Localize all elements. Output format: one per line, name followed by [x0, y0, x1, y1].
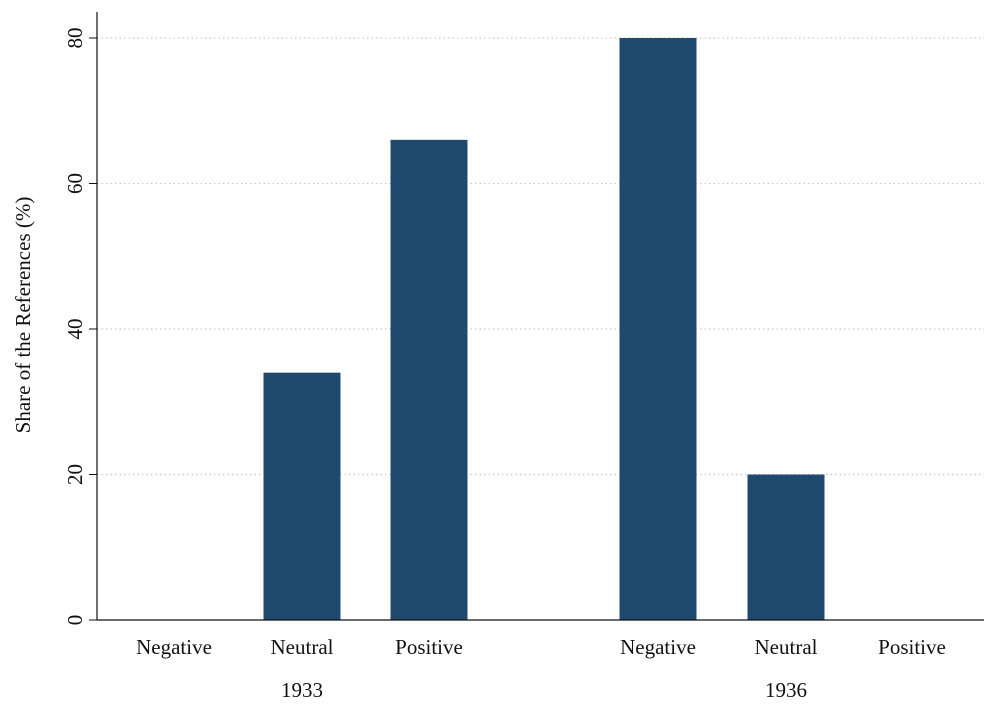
- y-tick-label: 0: [63, 615, 87, 626]
- bar-1936-negative: [619, 38, 697, 620]
- labels: 0 20 40 60 80 Negative Neutral Positive 1933 Nega…: [63, 28, 946, 703]
- category-label: Positive: [395, 635, 463, 659]
- category-label: Negative: [136, 635, 212, 659]
- y-tick-label: 20: [63, 464, 87, 485]
- category-label: Positive: [878, 635, 946, 659]
- group-label: 1933: [281, 678, 323, 702]
- gridlines: [97, 37, 984, 476]
- bar-1936-neutral: [747, 474, 825, 620]
- y-tick-label: 60: [63, 173, 87, 194]
- y-axis-title: Share of the References (%): [11, 197, 35, 434]
- bar-1933-neutral: [263, 372, 341, 620]
- category-label: Neutral: [755, 635, 818, 659]
- category-label: Negative: [620, 635, 696, 659]
- bar-1933-positive: [390, 139, 468, 620]
- group-label: 1936: [765, 678, 807, 702]
- bars: [263, 38, 825, 620]
- y-tick-label: 80: [63, 28, 87, 49]
- category-label: Neutral: [271, 635, 334, 659]
- axes: [89, 12, 984, 621]
- y-tick-label: 40: [63, 319, 87, 340]
